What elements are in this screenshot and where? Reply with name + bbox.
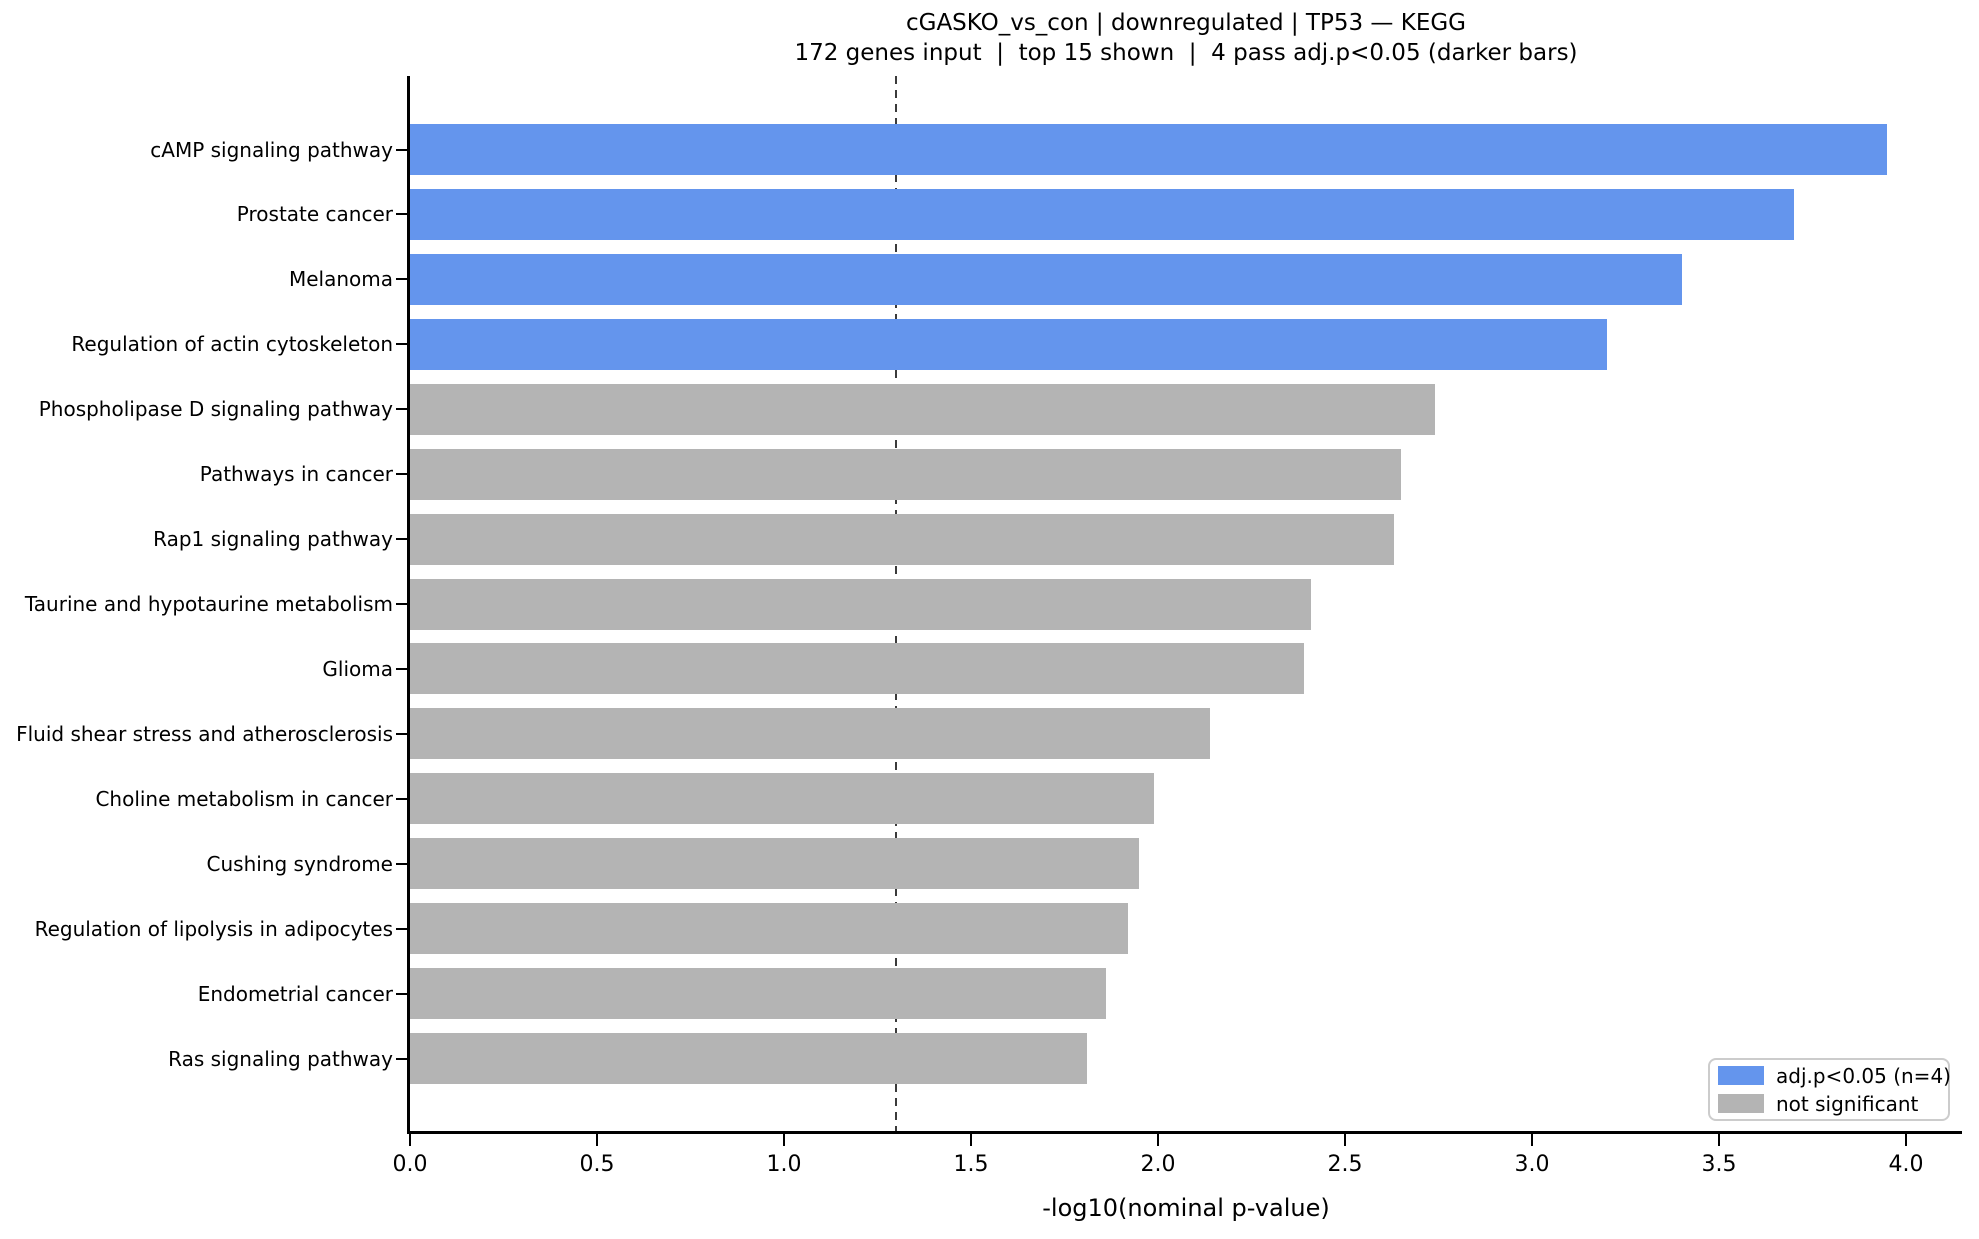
legend-row-not-significant: not significant xyxy=(1718,1092,1940,1116)
x-axis-label: -log10(nominal p-value) xyxy=(1042,1194,1330,1222)
bar-cushing-syndrome xyxy=(410,838,1139,889)
y-tick-choline-metabolism-in-cancer xyxy=(396,798,407,800)
title-block: cGASKO_vs_con | downregulated | TP53 — K… xyxy=(410,8,1962,68)
x-tick-1.5 xyxy=(970,1134,972,1146)
y-label-taurine-and-hypotaurine-metabolism: Taurine and hypotaurine metabolism xyxy=(24,592,393,616)
bar-regulation-of-lipolysis-in-adipocytes xyxy=(410,903,1128,954)
x-tick-label-0.0: 0.0 xyxy=(392,1152,428,1177)
y-tick-melanoma xyxy=(396,278,407,280)
bar-choline-metabolism-in-cancer xyxy=(410,773,1154,824)
y-tick-camp-signaling-pathway xyxy=(396,149,407,151)
x-tick-0.5 xyxy=(596,1134,598,1146)
y-label-melanoma: Melanoma xyxy=(288,267,393,291)
x-tick-label-1.0: 1.0 xyxy=(766,1152,802,1177)
bar-pathways-in-cancer xyxy=(410,449,1401,500)
legend: adj.p<0.05 (n=4) not significant xyxy=(1708,1058,1951,1121)
y-label-choline-metabolism-in-cancer: Choline metabolism in cancer xyxy=(95,787,393,811)
y-tick-ras-signaling-pathway xyxy=(396,1058,407,1060)
legend-row-significant: adj.p<0.05 (n=4) xyxy=(1718,1064,1951,1088)
x-tick-label-3.0: 3.0 xyxy=(1514,1152,1550,1177)
y-label-phospholipase-d-signaling-pathway: Phospholipase D signaling pathway xyxy=(38,397,393,421)
x-tick-label-2.5: 2.5 xyxy=(1327,1152,1363,1177)
bar-fluid-shear-stress-and-atherosclerosis xyxy=(410,708,1210,759)
bar-camp-signaling-pathway xyxy=(410,124,1887,175)
y-tick-fluid-shear-stress-and-atherosclerosis xyxy=(396,733,407,735)
x-tick-3.5 xyxy=(1718,1134,1720,1146)
y-label-prostate-cancer: Prostate cancer xyxy=(236,202,393,226)
bar-taurine-and-hypotaurine-metabolism xyxy=(410,579,1311,630)
x-tick-1.0 xyxy=(783,1134,785,1146)
x-tick-3.0 xyxy=(1531,1134,1533,1146)
chart-subtitle: 172 genes input | top 15 shown | 4 pass … xyxy=(794,40,1578,66)
bar-phospholipase-d-signaling-pathway xyxy=(410,384,1435,435)
x-tick-label-3.5: 3.5 xyxy=(1701,1152,1737,1177)
x-tick-label-2.0: 2.0 xyxy=(1140,1152,1176,1177)
bar-regulation-of-actin-cytoskeleton xyxy=(410,319,1607,370)
y-tick-rap1-signaling-pathway xyxy=(396,538,407,540)
x-tick-2.0 xyxy=(1157,1134,1159,1146)
y-tick-endometrial-cancer xyxy=(396,993,407,995)
y-tick-taurine-and-hypotaurine-metabolism xyxy=(396,603,407,605)
y-label-pathways-in-cancer: Pathways in cancer xyxy=(199,462,393,486)
y-tick-regulation-of-lipolysis-in-adipocytes xyxy=(396,928,407,930)
legend-swatch-not-significant xyxy=(1718,1094,1764,1113)
y-label-rap1-signaling-pathway: Rap1 signaling pathway xyxy=(153,527,393,551)
bar-rap1-signaling-pathway xyxy=(410,514,1394,565)
y-label-cushing-syndrome: Cushing syndrome xyxy=(206,852,393,876)
bar-endometrial-cancer xyxy=(410,968,1106,1019)
y-label-ras-signaling-pathway: Ras signaling pathway xyxy=(168,1047,393,1071)
legend-swatch-significant xyxy=(1718,1066,1764,1085)
y-label-camp-signaling-pathway: cAMP signaling pathway xyxy=(150,138,393,162)
legend-label-significant: adj.p<0.05 (n=4) xyxy=(1776,1063,1951,1088)
legend-label-not-significant: not significant xyxy=(1776,1091,1919,1116)
bar-melanoma xyxy=(410,254,1682,305)
x-tick-label-4.0: 4.0 xyxy=(1888,1152,1924,1177)
x-tick-label-0.5: 0.5 xyxy=(579,1152,615,1177)
x-tick-label-1.5: 1.5 xyxy=(953,1152,989,1177)
bar-ras-signaling-pathway xyxy=(410,1033,1087,1084)
y-label-fluid-shear-stress-and-atherosclerosis: Fluid shear stress and atherosclerosis xyxy=(16,722,393,746)
y-tick-pathways-in-cancer xyxy=(396,473,407,475)
y-label-regulation-of-lipolysis-in-adipocytes: Regulation of lipolysis in adipocytes xyxy=(34,917,393,941)
bar-prostate-cancer xyxy=(410,189,1794,240)
y-tick-regulation-of-actin-cytoskeleton xyxy=(396,343,407,345)
y-tick-cushing-syndrome xyxy=(396,863,407,865)
chart-title: cGASKO_vs_con | downregulated | TP53 — K… xyxy=(905,10,1467,36)
x-tick-2.5 xyxy=(1344,1134,1346,1146)
y-label-regulation-of-actin-cytoskeleton: Regulation of actin cytoskeleton xyxy=(71,332,393,356)
bar-glioma xyxy=(410,643,1304,694)
y-tick-phospholipase-d-signaling-pathway xyxy=(396,408,407,410)
y-label-endometrial-cancer: Endometrial cancer xyxy=(197,982,393,1006)
x-tick-0.0 xyxy=(409,1134,411,1146)
y-label-glioma: Glioma xyxy=(322,657,393,681)
plot-area: adj.p<0.05 (n=4) not significant xyxy=(407,76,1962,1134)
x-tick-4.0 xyxy=(1905,1134,1907,1146)
y-tick-prostate-cancer xyxy=(396,213,407,215)
y-tick-glioma xyxy=(396,668,407,670)
